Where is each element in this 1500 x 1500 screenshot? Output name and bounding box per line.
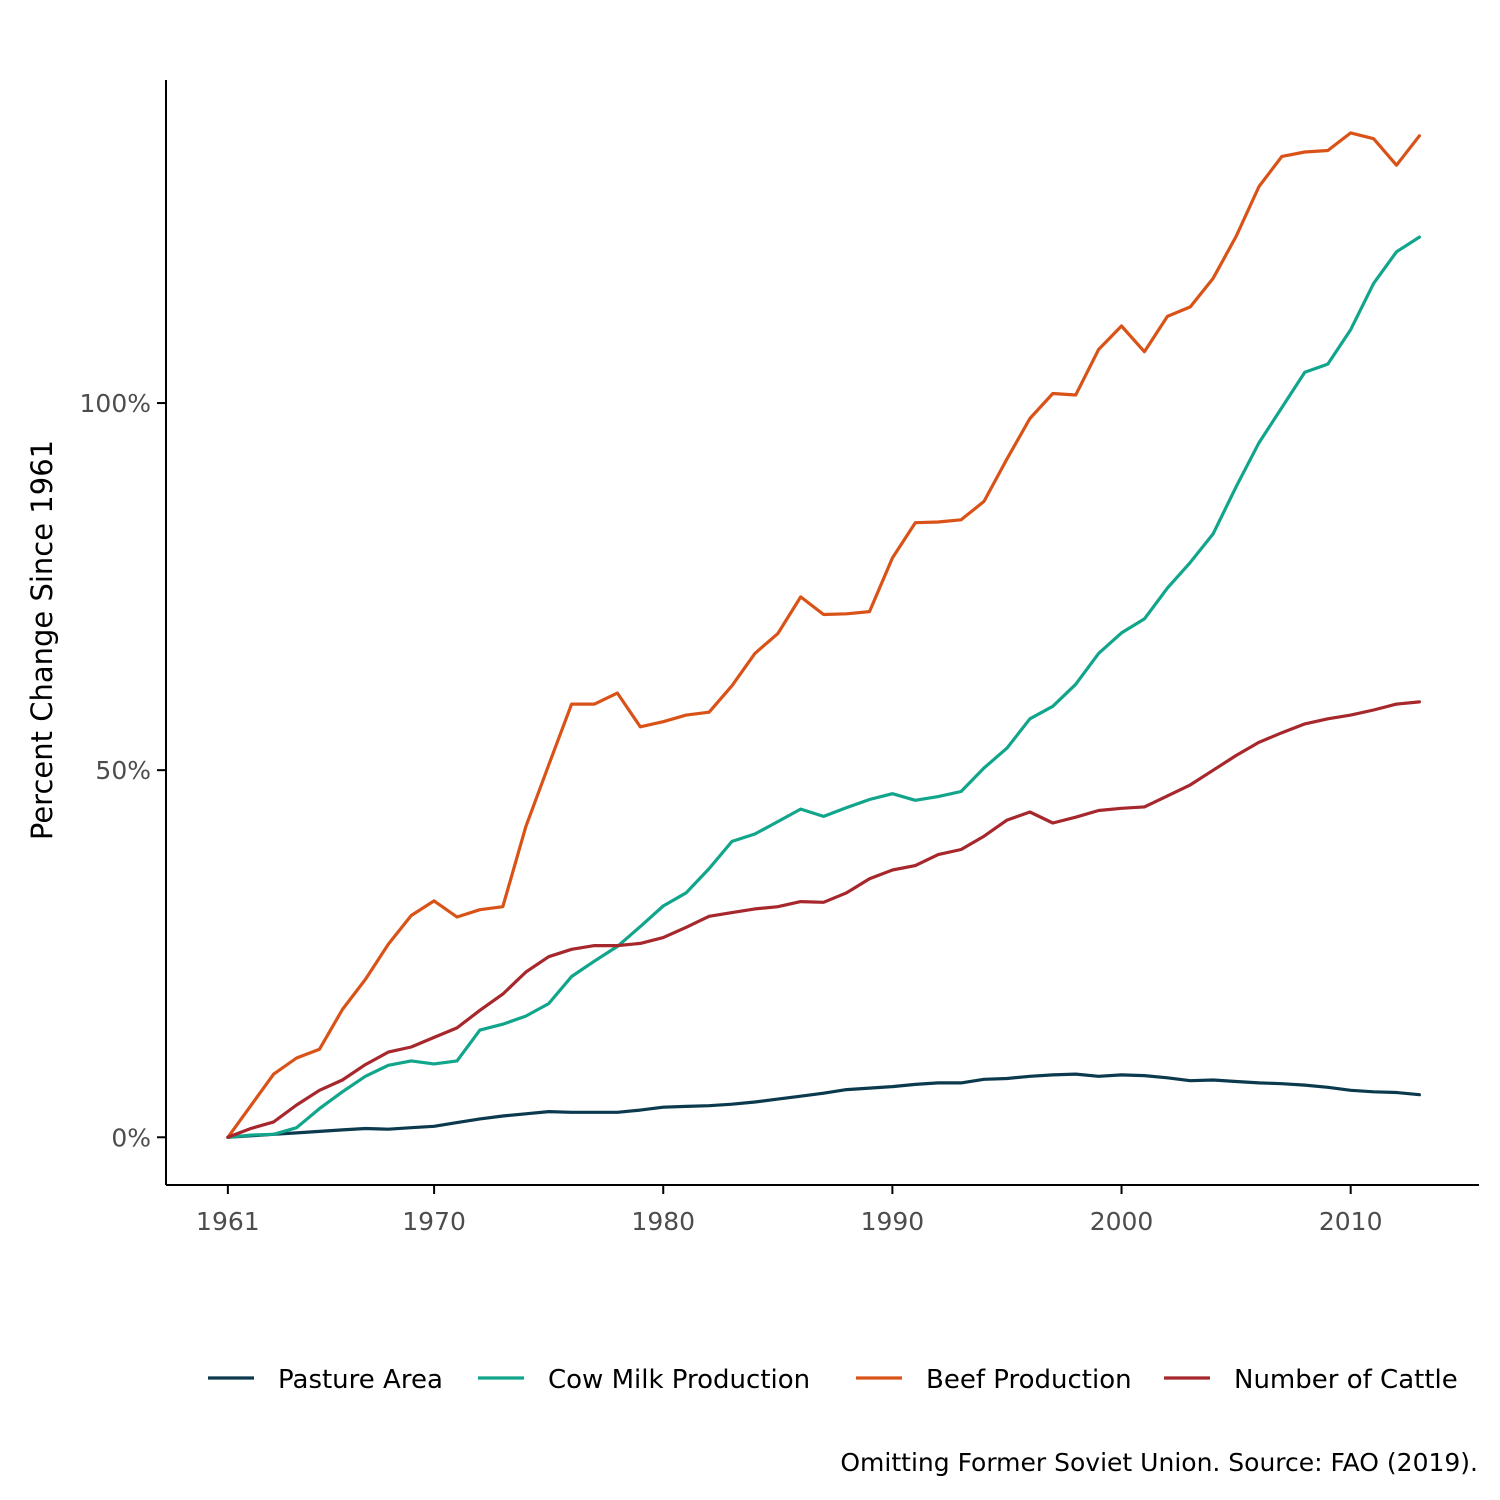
x-tick-label: 1961: [196, 1207, 260, 1236]
legend-item-number-of-cattle: Number of Cattle: [1164, 1365, 1458, 1395]
chart-caption: Omitting Former Soviet Union. Source: FA…: [840, 1448, 1478, 1477]
legend-item-beef-production: Beef Production: [856, 1365, 1132, 1395]
x-tick-label: 2000: [1090, 1207, 1154, 1236]
x-tick-label: 1980: [631, 1207, 695, 1236]
series-line-cow-milk-production: [226, 235, 1422, 1139]
y-tick-label: 50%: [95, 756, 151, 785]
x-axis-ticks: 1961 1970 1980 1990 2000 2010: [196, 1185, 1382, 1236]
series-line-number-of-cattle: [226, 700, 1422, 1139]
y-tick-label: 0%: [111, 1123, 151, 1152]
x-tick-label: 1990: [861, 1207, 925, 1236]
legend-item-cow-milk-production: Cow Milk Production: [478, 1365, 810, 1395]
y-tick-label: 100%: [80, 389, 151, 418]
legend-label: Cow Milk Production: [548, 1365, 810, 1395]
legend-label: Number of Cattle: [1234, 1365, 1458, 1395]
legend-label: Pasture Area: [278, 1365, 443, 1395]
series-line-pasture-area: [226, 1072, 1422, 1139]
y-axis-ticks: 0% 50% 100%: [80, 389, 166, 1152]
legend-item-pasture-area: Pasture Area: [208, 1365, 443, 1395]
x-tick-label: 2010: [1319, 1207, 1383, 1236]
y-axis-title: Percent Change Since 1961: [25, 440, 59, 840]
x-tick-label: 1970: [402, 1207, 466, 1236]
legend-label: Beef Production: [926, 1365, 1132, 1395]
legend: Pasture Area Cow Milk Production Beef Prod…: [208, 1365, 1458, 1395]
series-layer: [226, 131, 1422, 1139]
series-line-beef-production: [226, 131, 1422, 1139]
